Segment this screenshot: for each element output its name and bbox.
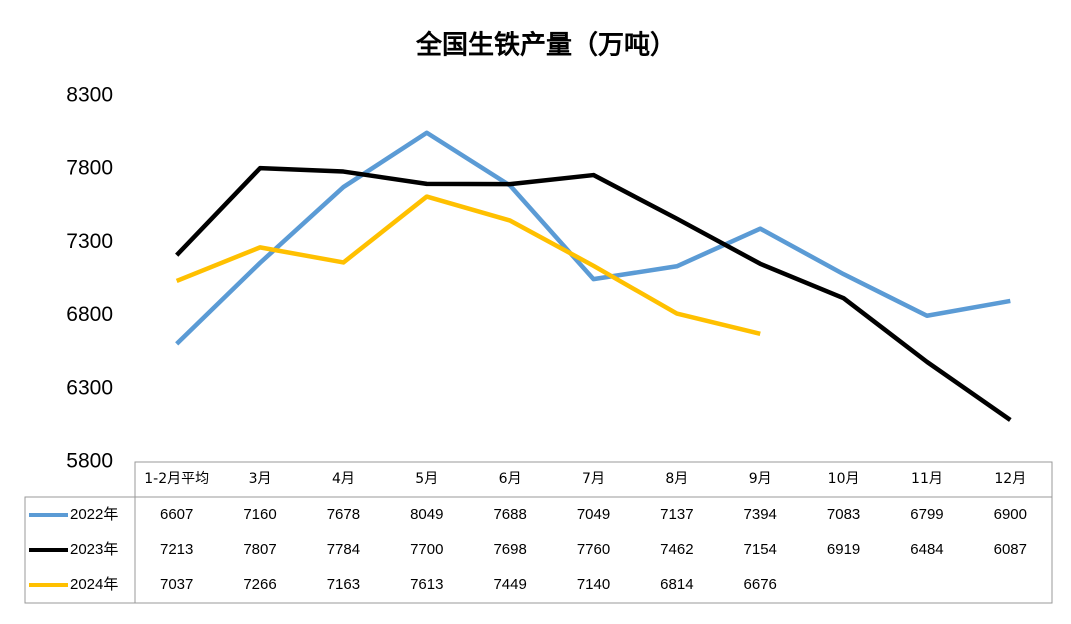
table-cell: 6607 bbox=[160, 506, 193, 523]
x-tick-label: 3月 bbox=[249, 471, 272, 487]
table-cell: 7140 bbox=[577, 576, 610, 593]
table-cell: 7678 bbox=[327, 506, 360, 523]
x-tick-label: 4月 bbox=[332, 471, 355, 487]
legend-label: 2023年 bbox=[70, 541, 118, 558]
chart-title: 全国生铁产量（万吨） bbox=[415, 30, 676, 61]
legend-label: 2022年 bbox=[70, 506, 118, 523]
x-tick-label: 1-2月平均 bbox=[144, 471, 209, 487]
table-cell: 6676 bbox=[744, 576, 777, 593]
y-tick-label: 8300 bbox=[66, 84, 113, 107]
table-cell: 7163 bbox=[327, 576, 360, 593]
legend-label: 2024年 bbox=[70, 576, 118, 593]
series-line bbox=[175, 165, 1012, 422]
table-cell: 7449 bbox=[493, 576, 526, 593]
y-tick-label: 5800 bbox=[66, 450, 113, 473]
table-cell: 6900 bbox=[994, 506, 1027, 523]
y-tick-label: 6300 bbox=[66, 376, 113, 399]
table-cell: 6814 bbox=[660, 576, 693, 593]
y-tick-label: 7300 bbox=[66, 230, 113, 253]
x-tick-label: 12月 bbox=[994, 471, 1026, 487]
table-cell: 7049 bbox=[577, 506, 610, 523]
x-tick-label: 5月 bbox=[415, 471, 438, 487]
x-tick-label: 8月 bbox=[665, 471, 688, 487]
x-tick-label: 6月 bbox=[499, 471, 522, 487]
table-cell: 7807 bbox=[243, 541, 276, 558]
table-cell: 7784 bbox=[327, 541, 360, 558]
x-tick-label: 9月 bbox=[749, 471, 772, 487]
table-cell: 7137 bbox=[660, 506, 693, 523]
table-cell: 7160 bbox=[243, 506, 276, 523]
table-cell: 6087 bbox=[994, 541, 1027, 558]
x-tick-label: 11月 bbox=[911, 471, 943, 487]
table-cell: 7698 bbox=[493, 541, 526, 558]
table-cell: 7037 bbox=[160, 576, 193, 593]
table-cell: 7760 bbox=[577, 541, 610, 558]
table-cell: 7688 bbox=[493, 506, 526, 523]
table-cell: 7700 bbox=[410, 541, 443, 558]
table-cell: 6799 bbox=[910, 506, 943, 523]
table-cell: 7266 bbox=[243, 576, 276, 593]
x-tick-label: 10月 bbox=[828, 471, 860, 487]
y-tick-label: 6800 bbox=[66, 303, 113, 326]
table-cell: 7083 bbox=[827, 506, 860, 523]
table-body-border bbox=[24, 496, 1053, 604]
table-cell: 7462 bbox=[660, 541, 693, 558]
series-line bbox=[175, 130, 1011, 346]
x-tick-label: 7月 bbox=[582, 471, 605, 487]
table-cell: 6484 bbox=[910, 541, 943, 558]
table-cell: 6919 bbox=[827, 541, 860, 558]
series-line bbox=[175, 194, 761, 336]
table-cell: 8049 bbox=[410, 506, 443, 523]
table-cell: 7613 bbox=[410, 576, 443, 593]
y-tick-label: 7800 bbox=[66, 157, 113, 180]
table-cell: 7154 bbox=[744, 541, 777, 558]
table-cell: 7394 bbox=[744, 506, 777, 523]
table-cell: 7213 bbox=[160, 541, 193, 558]
